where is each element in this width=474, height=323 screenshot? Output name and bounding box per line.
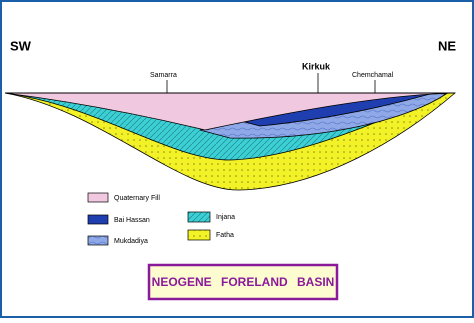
location-label: Kirkuk	[302, 61, 331, 71]
legend-swatch	[87, 192, 109, 203]
direction-ne: NE	[438, 38, 456, 53]
direction-sw: SW	[10, 38, 32, 53]
location-label: Samarra	[150, 72, 177, 79]
quaternary-fill-layer	[4, 92, 456, 131]
legend-label: Injana	[216, 214, 235, 221]
legend-label: Quaternary Fill	[114, 195, 160, 202]
legend-label: Fatha	[216, 232, 234, 239]
title: NEOGENE FORELAND BASIN	[152, 275, 335, 289]
location-label: Chemchamal	[352, 72, 394, 79]
legend-swatch	[87, 235, 109, 246]
title-box	[147, 263, 339, 301]
legend-label: Mukdadiya	[114, 238, 148, 245]
legend-swatch	[187, 229, 211, 241]
legend-swatch	[187, 211, 211, 223]
legend-swatch	[87, 214, 109, 225]
legend-label: Bai Hassan	[114, 217, 150, 224]
